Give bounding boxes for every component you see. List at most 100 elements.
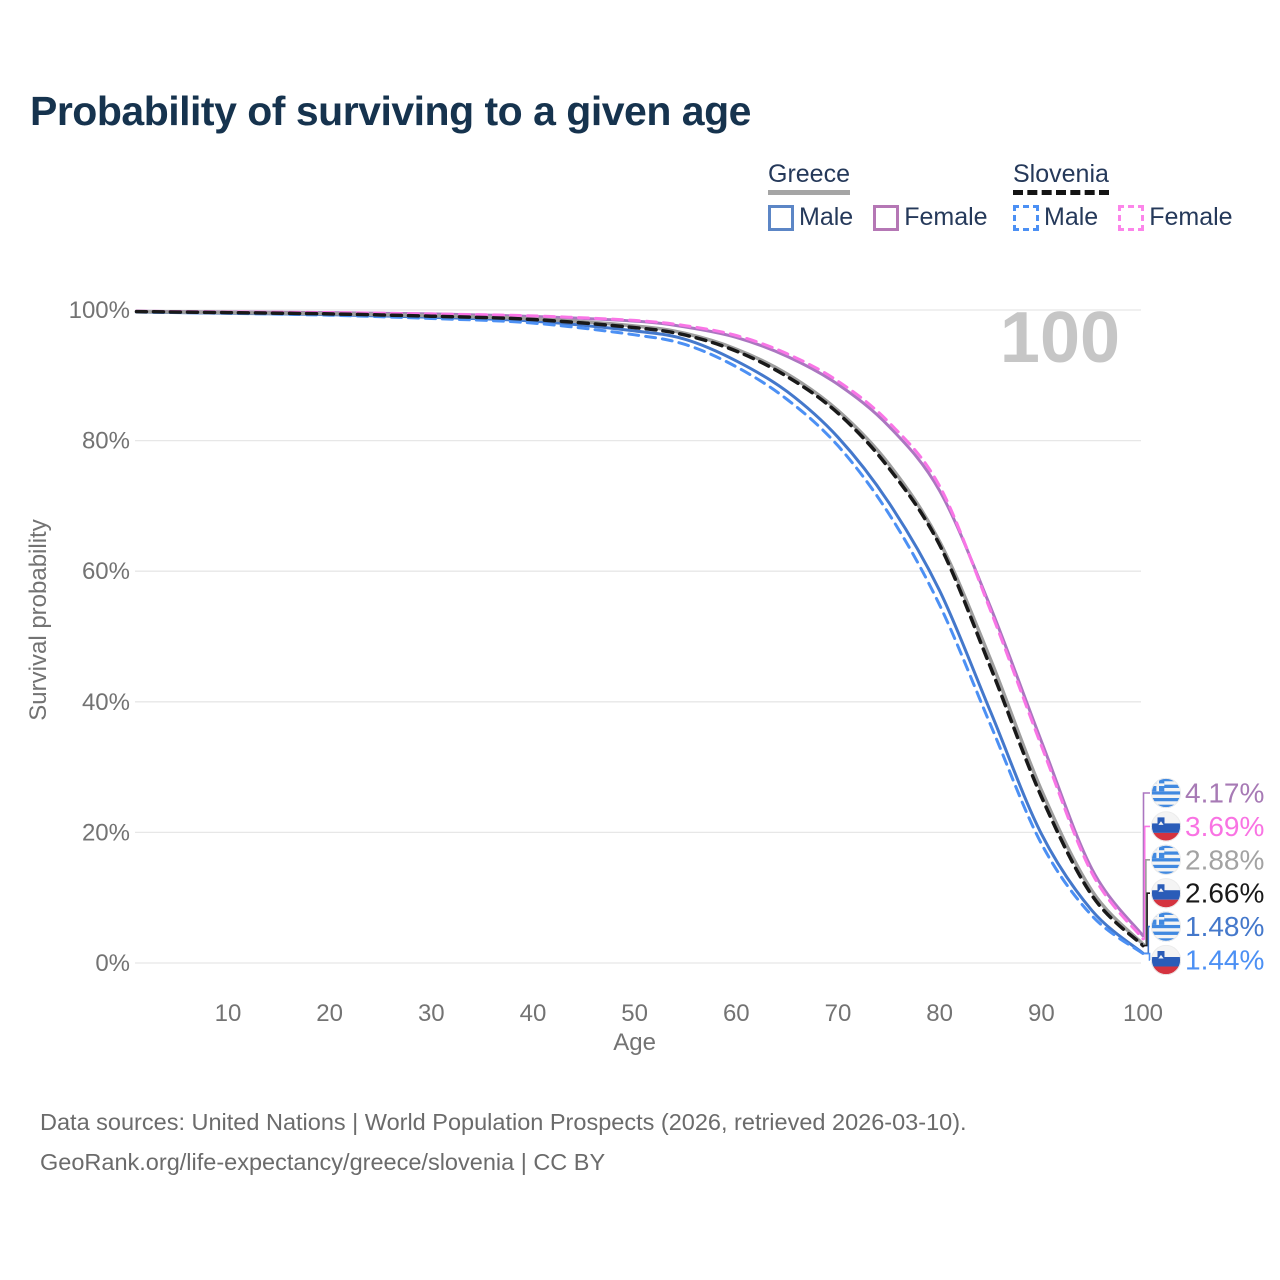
band-blue	[1151, 957, 1181, 967]
legend-group-slovenia: Slovenia Male Female	[1013, 160, 1233, 232]
x-tick-label-90: 90	[1028, 1000, 1055, 1027]
end-value-label-slovenia-male: 1.44%	[1185, 945, 1264, 976]
legend-item-greece-male[interactable]: Male	[768, 203, 853, 232]
annotation-flag-slovenia	[1150, 878, 1182, 909]
age-watermark: 100	[1000, 298, 1120, 378]
flag-ring	[1150, 878, 1182, 909]
x-tick-label-30: 30	[418, 1000, 445, 1027]
band-red	[1151, 966, 1181, 975]
band-red	[1151, 899, 1181, 909]
curve-greece-male	[135, 310, 1145, 955]
curve-slovenia-male	[135, 310, 1145, 956]
annotation-connector-5	[1143, 952, 1151, 961]
y-axis-title: Survival probability	[25, 519, 52, 720]
flag-ring	[1150, 944, 1182, 976]
annotation-flag-greece	[1150, 777, 1182, 809]
slovenia-male-swatch-icon	[1013, 204, 1039, 231]
stripe	[1151, 851, 1181, 855]
coat-mountain	[1158, 821, 1164, 825]
x-tick-label-70: 70	[825, 1000, 852, 1027]
stripe	[1151, 778, 1181, 782]
stripe	[1151, 911, 1181, 915]
legend-label-slovenia-male: Male	[1044, 203, 1099, 231]
slovenia-female-swatch-icon	[1118, 204, 1145, 231]
legend-label-greece-female: Female	[904, 203, 988, 231]
greece-female-swatch-icon	[873, 204, 900, 231]
band-blue	[1151, 823, 1181, 833]
curve-greece-both	[134, 309, 1145, 946]
stripe	[1151, 854, 1181, 859]
curves	[134, 309, 1145, 956]
footer-data-sources: Data sources: United Nations | World Pop…	[40, 1109, 967, 1135]
stripe	[1151, 918, 1181, 922]
legend-item-slovenia-female[interactable]: Female	[1118, 203, 1233, 232]
annotation-flag-slovenia	[1150, 811, 1182, 842]
stripe	[1151, 921, 1181, 926]
stripe	[1151, 844, 1181, 849]
stripe	[1151, 848, 1181, 852]
x-tick-label-20: 20	[316, 1000, 343, 1027]
legend-items-slovenia: Male Female	[1013, 203, 1233, 232]
y-tick-label-40: 40%	[82, 689, 130, 716]
legend-header-greece: Greece	[768, 160, 850, 195]
stripe	[1151, 928, 1181, 932]
flag-ring	[1150, 844, 1182, 875]
stripe	[1151, 798, 1181, 802]
stripe	[1151, 924, 1181, 929]
chart-footer: Data sources: United Nations | World Pop…	[40, 1102, 967, 1182]
stripe	[1151, 914, 1181, 919]
x-tick-label-80: 80	[926, 1000, 953, 1027]
legend-group-greece: Greece Male Female	[768, 160, 988, 232]
y-tick-label-60: 60%	[82, 558, 130, 585]
stripe	[1151, 858, 1181, 862]
y-tick-label-100: 100%	[69, 297, 130, 324]
flag-ring	[1150, 911, 1182, 942]
greece-male-swatch-icon	[768, 204, 794, 231]
stripe	[1151, 788, 1181, 792]
stripe	[1151, 868, 1181, 872]
legend-header-slovenia: Slovenia	[1013, 160, 1109, 195]
footer-attribution: GeoRank.org/life-expectancy/greece/slove…	[40, 1149, 606, 1175]
end-annotations: 4.17%3.69%2.88%2.66%1.48%1.44%	[1142, 777, 1264, 976]
end-value-label-greece-female: 4.17%	[1185, 778, 1264, 809]
coat-mountain	[1158, 888, 1164, 892]
cross-h	[1151, 850, 1165, 853]
end-value-label-slovenia-female: 3.69%	[1185, 811, 1264, 842]
legend-items-greece: Male Female	[768, 203, 988, 232]
y-tick-label-20: 20%	[82, 819, 130, 846]
band-red	[1151, 832, 1181, 842]
legend-item-greece-female[interactable]: Female	[873, 203, 988, 232]
flag-ring	[1150, 811, 1182, 842]
stripe	[1151, 861, 1181, 865]
band-white	[1151, 945, 1181, 957]
x-tick-label-60: 60	[723, 1000, 750, 1027]
legend-item-slovenia-male[interactable]: Male	[1013, 203, 1098, 232]
page-title: Probability of surviving to a given age	[30, 88, 751, 134]
stripe	[1151, 794, 1181, 799]
y-tick-label-80: 80%	[82, 428, 130, 455]
legend-label-greece-male: Male	[799, 203, 854, 231]
stripe	[1151, 931, 1181, 936]
annotation-connector-2	[1143, 859, 1150, 945]
x-tick-label-40: 40	[520, 1000, 547, 1027]
stripe	[1151, 938, 1181, 942]
cross-h	[1151, 917, 1165, 920]
stripe	[1151, 801, 1181, 805]
greece-flag-icon	[1151, 778, 1181, 808]
x-tick-label-50: 50	[621, 1000, 648, 1027]
y-tick-label-0: 0%	[95, 950, 130, 977]
band-blue	[1151, 890, 1181, 900]
band-white	[1151, 878, 1181, 891]
flag-ring	[1150, 777, 1182, 809]
x-axis: 10 20 30 40 50 60 70 80 90 100 Age	[215, 1000, 1163, 1056]
cross-h	[1151, 783, 1165, 786]
legend-label-slovenia-female: Female	[1149, 203, 1233, 231]
stripe	[1151, 864, 1181, 869]
stripe	[1151, 781, 1181, 785]
annotation-flag-greece	[1150, 911, 1182, 942]
curve-greece-female	[135, 309, 1145, 938]
end-value-label-slovenia-both-sexes: 2.66%	[1185, 878, 1264, 909]
annotation-connector-3	[1143, 892, 1150, 947]
x-axis-title: Age	[613, 1029, 656, 1056]
